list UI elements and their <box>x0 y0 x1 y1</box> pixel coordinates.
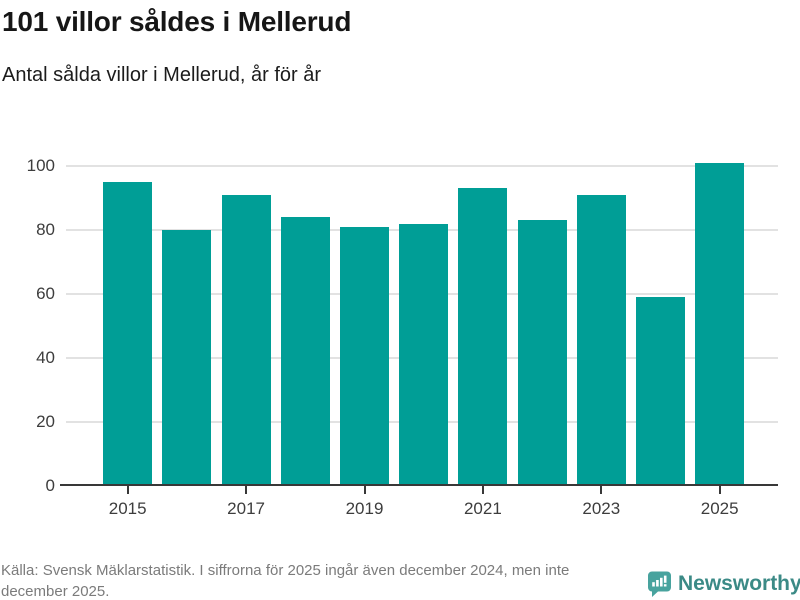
x-tick-2017 <box>245 486 248 494</box>
x-tick-2023 <box>600 486 603 494</box>
newsworthy-icon <box>648 571 671 597</box>
x-axis-line <box>60 484 778 486</box>
x-axis-label-2025: 2025 <box>700 499 739 518</box>
y-axis-label-40: 40 <box>36 348 55 367</box>
x-axis-label-2021: 2021 <box>463 499 502 518</box>
bar-2025 <box>695 162 745 486</box>
x-tick-2025 <box>718 486 721 494</box>
y-axis-label-20: 20 <box>36 412 55 431</box>
y-axis-label-0: 0 <box>45 476 55 495</box>
x-axis-label-2015: 2015 <box>108 499 147 518</box>
x-tick-2021 <box>481 486 484 494</box>
x-tick-2015 <box>126 486 129 494</box>
bar-2018 <box>280 217 330 486</box>
x-axis-label-2017: 2017 <box>227 499 265 518</box>
bar-2021 <box>458 188 508 486</box>
bar-2019 <box>340 226 389 486</box>
y-axis-label-100: 100 <box>26 156 55 175</box>
newsworthy-wordmark: Newsworthy <box>678 572 800 595</box>
gridline-100 <box>66 165 778 167</box>
bar-2017 <box>221 194 271 486</box>
bar-2020 <box>399 223 449 486</box>
x-axis-label-2019: 2019 <box>345 499 384 518</box>
x-tick-2019 <box>363 486 366 494</box>
source-note: Källa: Svensk Mäklarstatistik. I siffror… <box>1 562 570 600</box>
bar-2015 <box>103 182 153 486</box>
y-axis-label-60: 60 <box>36 284 55 303</box>
chart-subtitle: Antal sålda villor i Mellerud, år för år <box>2 64 322 86</box>
y-axis-label-80: 80 <box>36 220 55 239</box>
x-axis-label-2023: 2023 <box>582 499 621 518</box>
bar-2022 <box>517 220 567 486</box>
bar-2016 <box>162 230 212 486</box>
newsworthy-logo: Newsworthy <box>647 571 800 597</box>
bar-2023 <box>576 194 626 486</box>
chart-title: 101 villor såldes i Mellerud <box>2 6 352 37</box>
bar-2024 <box>636 297 685 486</box>
